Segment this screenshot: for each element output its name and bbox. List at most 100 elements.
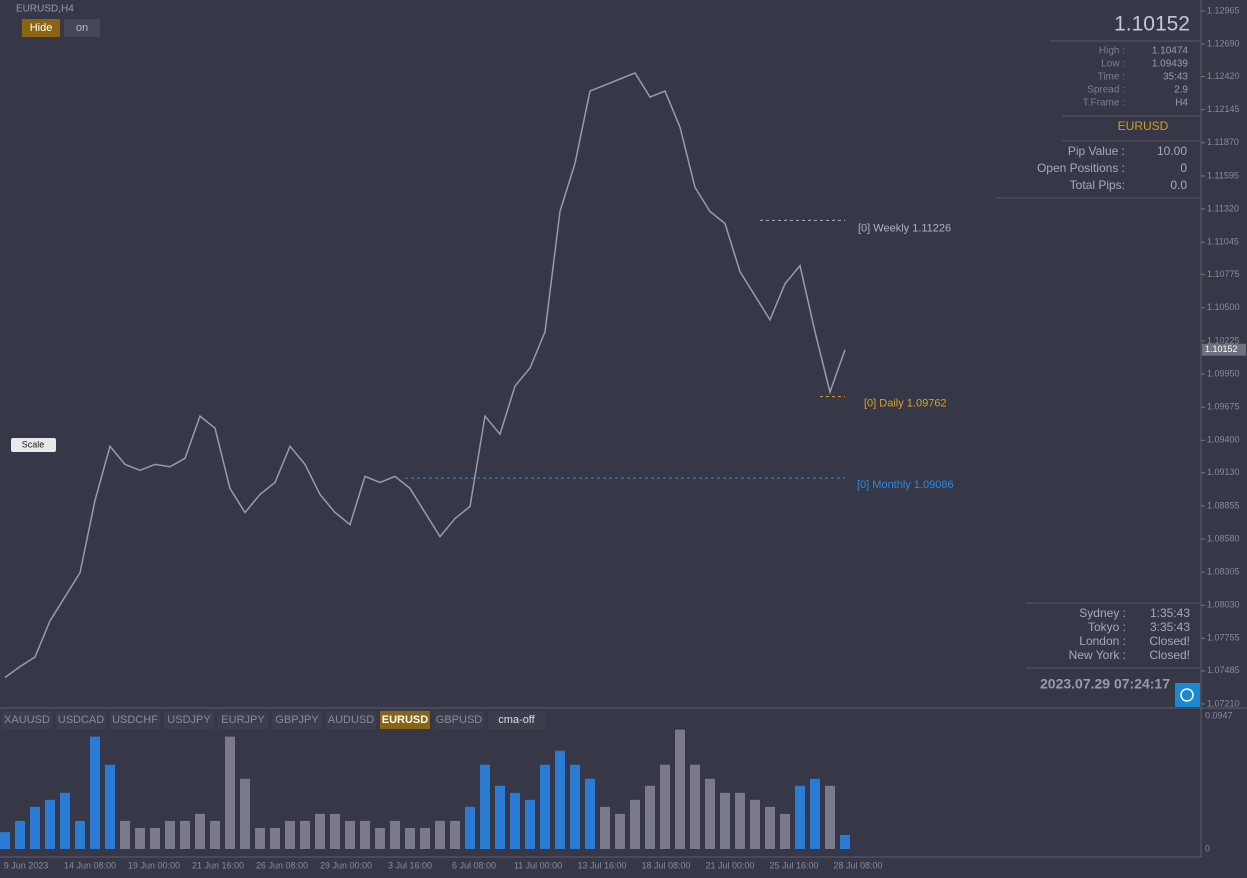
x-tick-label: 3 Jul 16:00 bbox=[388, 860, 432, 870]
hide-label[interactable]: Hide bbox=[30, 22, 53, 34]
volume-bar bbox=[165, 820, 175, 849]
symbol-tab-label[interactable]: GBPUSD bbox=[436, 714, 483, 726]
symbol-tab[interactable] bbox=[488, 711, 545, 729]
y-tick-label: 1.10225 bbox=[1207, 335, 1240, 345]
x-tick-label: 25 Jul 16:00 bbox=[769, 860, 818, 870]
y-tick-label: 1.09400 bbox=[1207, 435, 1240, 445]
volume-bar bbox=[630, 799, 640, 849]
symbol-tab-label[interactable]: XAUUSD bbox=[4, 714, 50, 726]
info-label: Time : bbox=[1098, 72, 1125, 83]
info-label: New York : bbox=[1069, 648, 1126, 662]
x-tick-label: 18 Jul 08:00 bbox=[641, 860, 690, 870]
info-value: 0.0 bbox=[1170, 178, 1187, 192]
volume-bar bbox=[660, 764, 670, 849]
volume-bar bbox=[765, 806, 775, 849]
price-line bbox=[4, 72, 846, 679]
info-label: Pip Value : bbox=[1068, 144, 1125, 158]
info-value: 1:35:43 bbox=[1150, 606, 1190, 620]
symbol-tab-label[interactable]: USDCAD bbox=[58, 714, 105, 726]
volume-bar bbox=[300, 820, 310, 849]
volume-bar bbox=[705, 778, 715, 849]
volume-bar bbox=[735, 792, 745, 849]
volume-bar bbox=[285, 820, 295, 849]
volume-bar bbox=[675, 729, 685, 849]
info-value: 35:43 bbox=[1163, 72, 1188, 83]
symbol-tab[interactable] bbox=[218, 711, 268, 729]
y-tick-label: 1.11320 bbox=[1207, 203, 1239, 213]
symbol-tab-label[interactable]: USDCHF bbox=[112, 714, 158, 726]
symbol-tab[interactable] bbox=[110, 711, 160, 729]
info-value: Closed! bbox=[1149, 634, 1190, 648]
volume-bar bbox=[525, 799, 535, 849]
volume-bar bbox=[435, 820, 445, 849]
symbol-tab-label[interactable]: cma-off bbox=[498, 714, 535, 726]
symbol-tab-label[interactable]: USDJPY bbox=[167, 714, 211, 726]
volume-bar bbox=[210, 820, 220, 849]
symbol-tab[interactable] bbox=[56, 711, 106, 729]
scale-button[interactable] bbox=[11, 438, 56, 452]
volume-bar bbox=[645, 785, 655, 849]
y-tick-label: 1.08855 bbox=[1207, 500, 1240, 510]
volume-bar bbox=[420, 827, 430, 849]
symbol-tab-label[interactable]: EURJPY bbox=[221, 714, 265, 726]
symbol-tab[interactable] bbox=[434, 711, 484, 729]
volume-bar bbox=[810, 778, 820, 849]
volume-bar bbox=[60, 792, 70, 849]
volume-bar bbox=[270, 827, 280, 849]
scale-label[interactable]: Scale bbox=[22, 439, 45, 449]
y-tick-label: 1.08580 bbox=[1207, 533, 1240, 543]
symbol-tab[interactable] bbox=[326, 711, 376, 729]
x-tick-label: 6 Jul 08:00 bbox=[452, 860, 496, 870]
volume-bar bbox=[825, 785, 835, 849]
volume-bar bbox=[240, 778, 250, 849]
x-tick-label: 14 Jun 08:00 bbox=[64, 860, 116, 870]
info-value: 3:35:43 bbox=[1150, 620, 1190, 634]
volume-bar bbox=[105, 764, 115, 849]
current-price: 1.10152 bbox=[1114, 13, 1190, 36]
volume-bar bbox=[15, 820, 25, 849]
volume-bar bbox=[750, 799, 760, 849]
y-tick-label: 1.08030 bbox=[1207, 600, 1240, 610]
x-tick-label: 11 Jul 00:00 bbox=[514, 860, 562, 870]
volume-bar bbox=[135, 827, 145, 849]
info-value: Closed! bbox=[1149, 648, 1190, 662]
level-label: [0] Daily 1.09762 bbox=[864, 398, 947, 410]
hide-button[interactable] bbox=[22, 19, 60, 37]
volume-bar bbox=[570, 764, 580, 849]
y-tick-label: 1.12965 bbox=[1207, 5, 1240, 15]
x-tick-label: 13 Jul 16:00 bbox=[577, 860, 626, 870]
y-tick-label: 0.0947 bbox=[1205, 710, 1233, 720]
on-label[interactable]: on bbox=[76, 22, 88, 34]
volume-bar bbox=[390, 820, 400, 849]
price-tag-label: 1.10152 bbox=[1205, 344, 1238, 354]
x-tick-label: 29 Jun 00:00 bbox=[320, 860, 372, 870]
y-tick-label: 1.12420 bbox=[1207, 71, 1240, 81]
info-label: Spread : bbox=[1087, 85, 1125, 96]
volume-bar bbox=[30, 806, 40, 849]
y-tick-label: 1.08305 bbox=[1207, 567, 1240, 577]
symbol-tab[interactable] bbox=[380, 711, 430, 729]
symbol-tab-label[interactable]: GBPJPY bbox=[275, 714, 319, 726]
symbol-tab[interactable] bbox=[272, 711, 322, 729]
x-tick-label: 19 Jun 00:00 bbox=[128, 860, 180, 870]
target-button[interactable] bbox=[1175, 683, 1200, 707]
y-tick-label: 1.12145 bbox=[1207, 104, 1240, 114]
volume-bar bbox=[585, 778, 595, 849]
symbol-tab-label[interactable]: AUDUSD bbox=[328, 714, 375, 726]
y-tick-label: 1.09130 bbox=[1207, 467, 1240, 477]
on-button[interactable] bbox=[64, 19, 100, 37]
symbol-tab-label[interactable]: EURUSD bbox=[382, 714, 429, 726]
volume-bar bbox=[690, 764, 700, 849]
volume-bar bbox=[495, 785, 505, 849]
volume-bar bbox=[195, 813, 205, 849]
volume-bar bbox=[0, 832, 10, 849]
volume-bar bbox=[615, 813, 625, 849]
symbol-tab[interactable] bbox=[164, 711, 214, 729]
volume-bar bbox=[405, 827, 415, 849]
y-tick-label: 1.07210 bbox=[1207, 698, 1240, 708]
symbol-tab[interactable] bbox=[2, 711, 52, 729]
volume-bar bbox=[555, 750, 565, 849]
